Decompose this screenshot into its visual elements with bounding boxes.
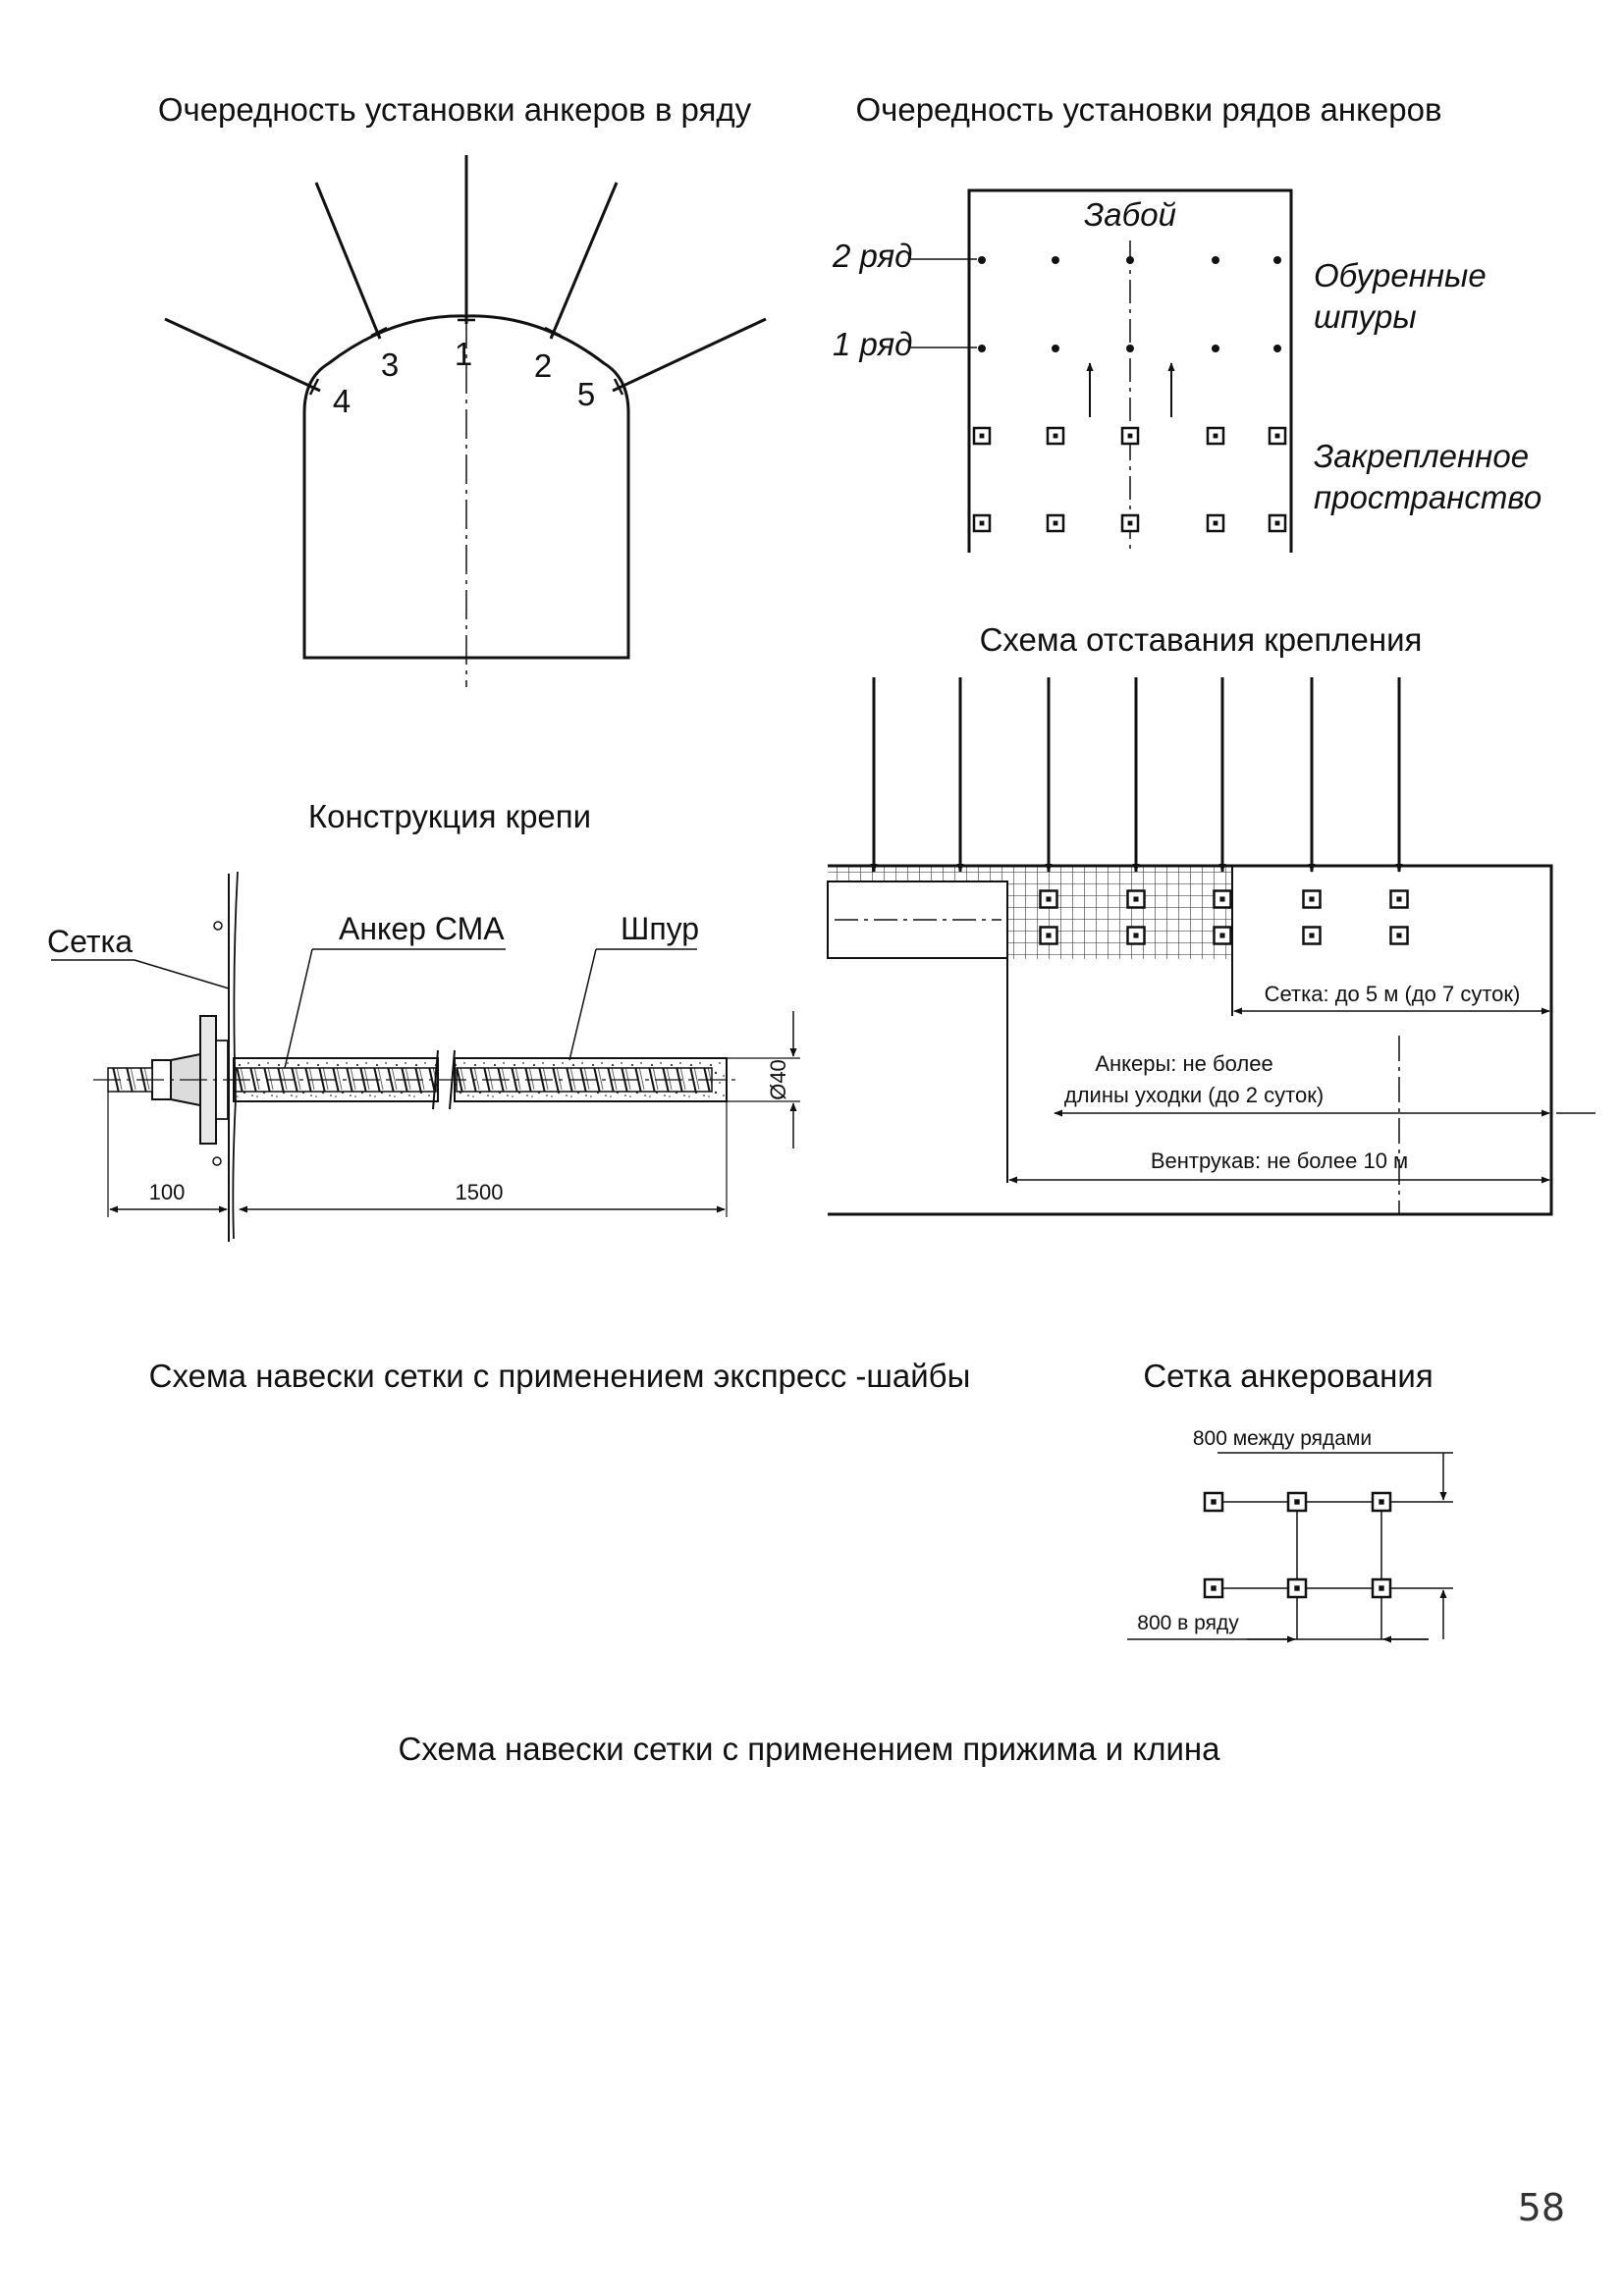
anchor-rod [549,182,619,340]
anchor-plate-symbol [1126,926,1146,945]
anchor-plate-symbol [1203,1491,1224,1513]
in-row-label: 800 в ряду [1137,1612,1239,1634]
anchor-plate-symbol [1302,889,1322,909]
dimension-1500-label: 1500 [456,1180,504,1204]
mesh-label: Сетка [47,924,133,959]
arch-anchor-order-diagram: 1 2 3 4 5 [164,155,767,687]
anchor-plate-symbol [1389,889,1409,909]
anchors-lag-label: Анкеры: не более [1095,1051,1272,1076]
anchor-plate-symbol [1286,1577,1308,1599]
anchors-lag-label: длины уходки (до 2 суток) [1064,1083,1324,1107]
anchor-plate-symbol [1302,926,1322,945]
anchor-plate-symbol [1046,426,1065,446]
anchor-head-tick [308,378,320,396]
secured-anchor-rows [972,426,1287,533]
working-outline [828,864,1553,1216]
anchor-head-tick [613,378,624,396]
title-support-design: Конструкция крепи [308,798,591,834]
plate-flange [215,1040,229,1120]
drilled-hole [1126,256,1134,264]
anchor-number: 4 [333,383,351,419]
drilled-hole [1273,345,1281,352]
anchor-plate-symbol [1371,1491,1392,1513]
grid-anchors [1203,1491,1392,1599]
anchor-plate-symbol [1203,1577,1224,1599]
anchor-number: 5 [577,376,595,412]
mesh-node [213,921,223,931]
anchor-head-tick [370,326,388,338]
drilled-hole [1212,345,1219,352]
anchor-rod [164,317,321,393]
row-2-label: 2 ряд [832,238,912,274]
anchor-plate-symbol [1206,513,1225,533]
anchor-plate-symbol [1206,426,1225,446]
drilled-hole [1052,256,1059,264]
page-number: 58 [1518,2186,1565,2229]
secured-space-label: Закрепленное [1314,438,1529,474]
anchor-plate-symbol [1046,513,1065,533]
face-label: Забой [1084,196,1176,233]
anchor-plate-symbol [1268,513,1287,533]
anchor-leader [284,948,313,1069]
anchor-label: Анкер СМА [339,911,505,946]
title-anchoring-grid: Сетка анкерования [1143,1358,1433,1394]
anchor-plate-symbol [1039,889,1058,909]
title-mesh-express-washer: Схема навески сетки с применением экспре… [149,1358,971,1394]
anchor-bolts [870,677,1403,873]
mesh-node [212,1156,222,1166]
anchor-plate-symbol [1213,926,1232,945]
mesh-leader [134,959,230,989]
anchor-head-tick [544,326,562,338]
heading-outline [967,188,1293,553]
anchoring-grid-diagram: 800 между рядами 800 в ряду [1127,1427,1453,1643]
anchor-plate-symbol [1039,926,1058,945]
anchor-number: 2 [534,347,552,384]
drilled-holes-label: шпуры [1314,298,1417,335]
anchor-rod [612,317,767,393]
rows-order-diagram: Забой 2 ряд 1 ряд Обуренные шпуры Закреп… [832,188,1542,553]
anchor-plate-symbol [1286,1491,1308,1513]
anchor-plate-symbol [1389,926,1409,945]
hole-leader [568,948,597,1061]
anchor-plates [1039,889,1409,945]
drilled-hole [1126,345,1134,352]
anchor-plate-symbol [1213,889,1232,909]
row-1-label: 1 ряд [833,326,912,362]
drilled-hole [978,345,986,352]
title-rows-order: Очередность установки рядов анкеров [855,91,1441,128]
anchor-number: 3 [381,347,399,383]
between-rows-label: 800 между рядами [1193,1427,1372,1450]
anchor-plate-symbol [1120,426,1140,446]
drilled-hole [978,256,986,264]
anchor-plate-symbol [1268,426,1287,446]
drilled-hole [1273,256,1281,264]
title-mesh-clamp-wedge: Схема навески сетки с применением прижим… [399,1731,1221,1767]
secured-space-label: пространство [1314,479,1542,515]
support-design-diagram: Сетка Анкер СМА Шпур Ø40 100 1500 [47,871,800,1242]
anchor-plate-symbol [972,513,992,533]
diameter-label: Ø40 [766,1059,790,1100]
anchor-plate-symbol [1126,889,1146,909]
anchor-plate-symbol [972,426,992,446]
dimension-100-label: 100 [149,1180,186,1204]
duct-lag-label: Вентрукав: не более 10 м [1151,1148,1408,1173]
anchor-number: 1 [455,336,472,372]
drilled-hole [1212,256,1219,264]
support-lag-diagram: Сетка: до 5 м (до 7 суток) Анкеры: не бо… [827,677,1596,1216]
anchor-plate-symbol [1371,1577,1392,1599]
title-row-order: Очередность установки анкеров в ряду [158,91,752,128]
anchor-plate-symbol [1120,513,1140,533]
drilled-hole [1052,345,1059,352]
title-lag-scheme: Схема отставания крепления [980,621,1423,658]
hole-label: Шпур [621,911,699,946]
drilled-holes-label: Обуренные [1314,257,1487,294]
anchor-rod [314,182,382,340]
mesh-lag-label: Сетка: до 5 м (до 7 суток) [1265,982,1521,1006]
mesh-line [232,871,239,1240]
